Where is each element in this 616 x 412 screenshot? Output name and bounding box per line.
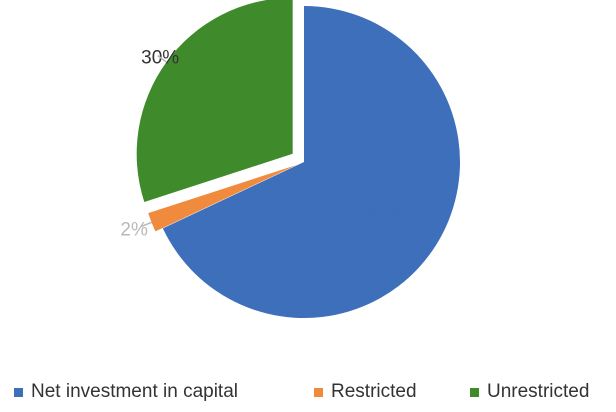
pie-slice-restricted xyxy=(148,164,297,232)
legend: Net investment in capital Restricted Unr… xyxy=(0,378,616,408)
legend-label: Unrestricted xyxy=(487,381,590,402)
legend-item-net-investment: Net investment in capital xyxy=(14,381,238,403)
leader-line xyxy=(141,221,152,228)
legend-label: Restricted xyxy=(331,381,417,402)
legend-label: Net investment in capital xyxy=(31,381,238,402)
legend-swatch xyxy=(14,387,23,397)
pie-slices xyxy=(136,0,461,318)
slice-labels: 68%2%30% xyxy=(120,47,404,240)
legend-swatch xyxy=(314,387,323,397)
slice-label: 68% xyxy=(367,204,405,225)
pie-chart: 68%2%30% xyxy=(120,0,461,318)
legend-swatch xyxy=(470,387,479,397)
slice-label: 2% xyxy=(120,219,148,240)
leader-line xyxy=(157,55,167,63)
pie-slice-unrestricted xyxy=(136,0,293,202)
legend-item-unrestricted: Unrestricted xyxy=(470,381,589,403)
legend-item-restricted: Restricted xyxy=(314,381,417,403)
pie-slice-net-investment-in-capital xyxy=(162,6,461,318)
